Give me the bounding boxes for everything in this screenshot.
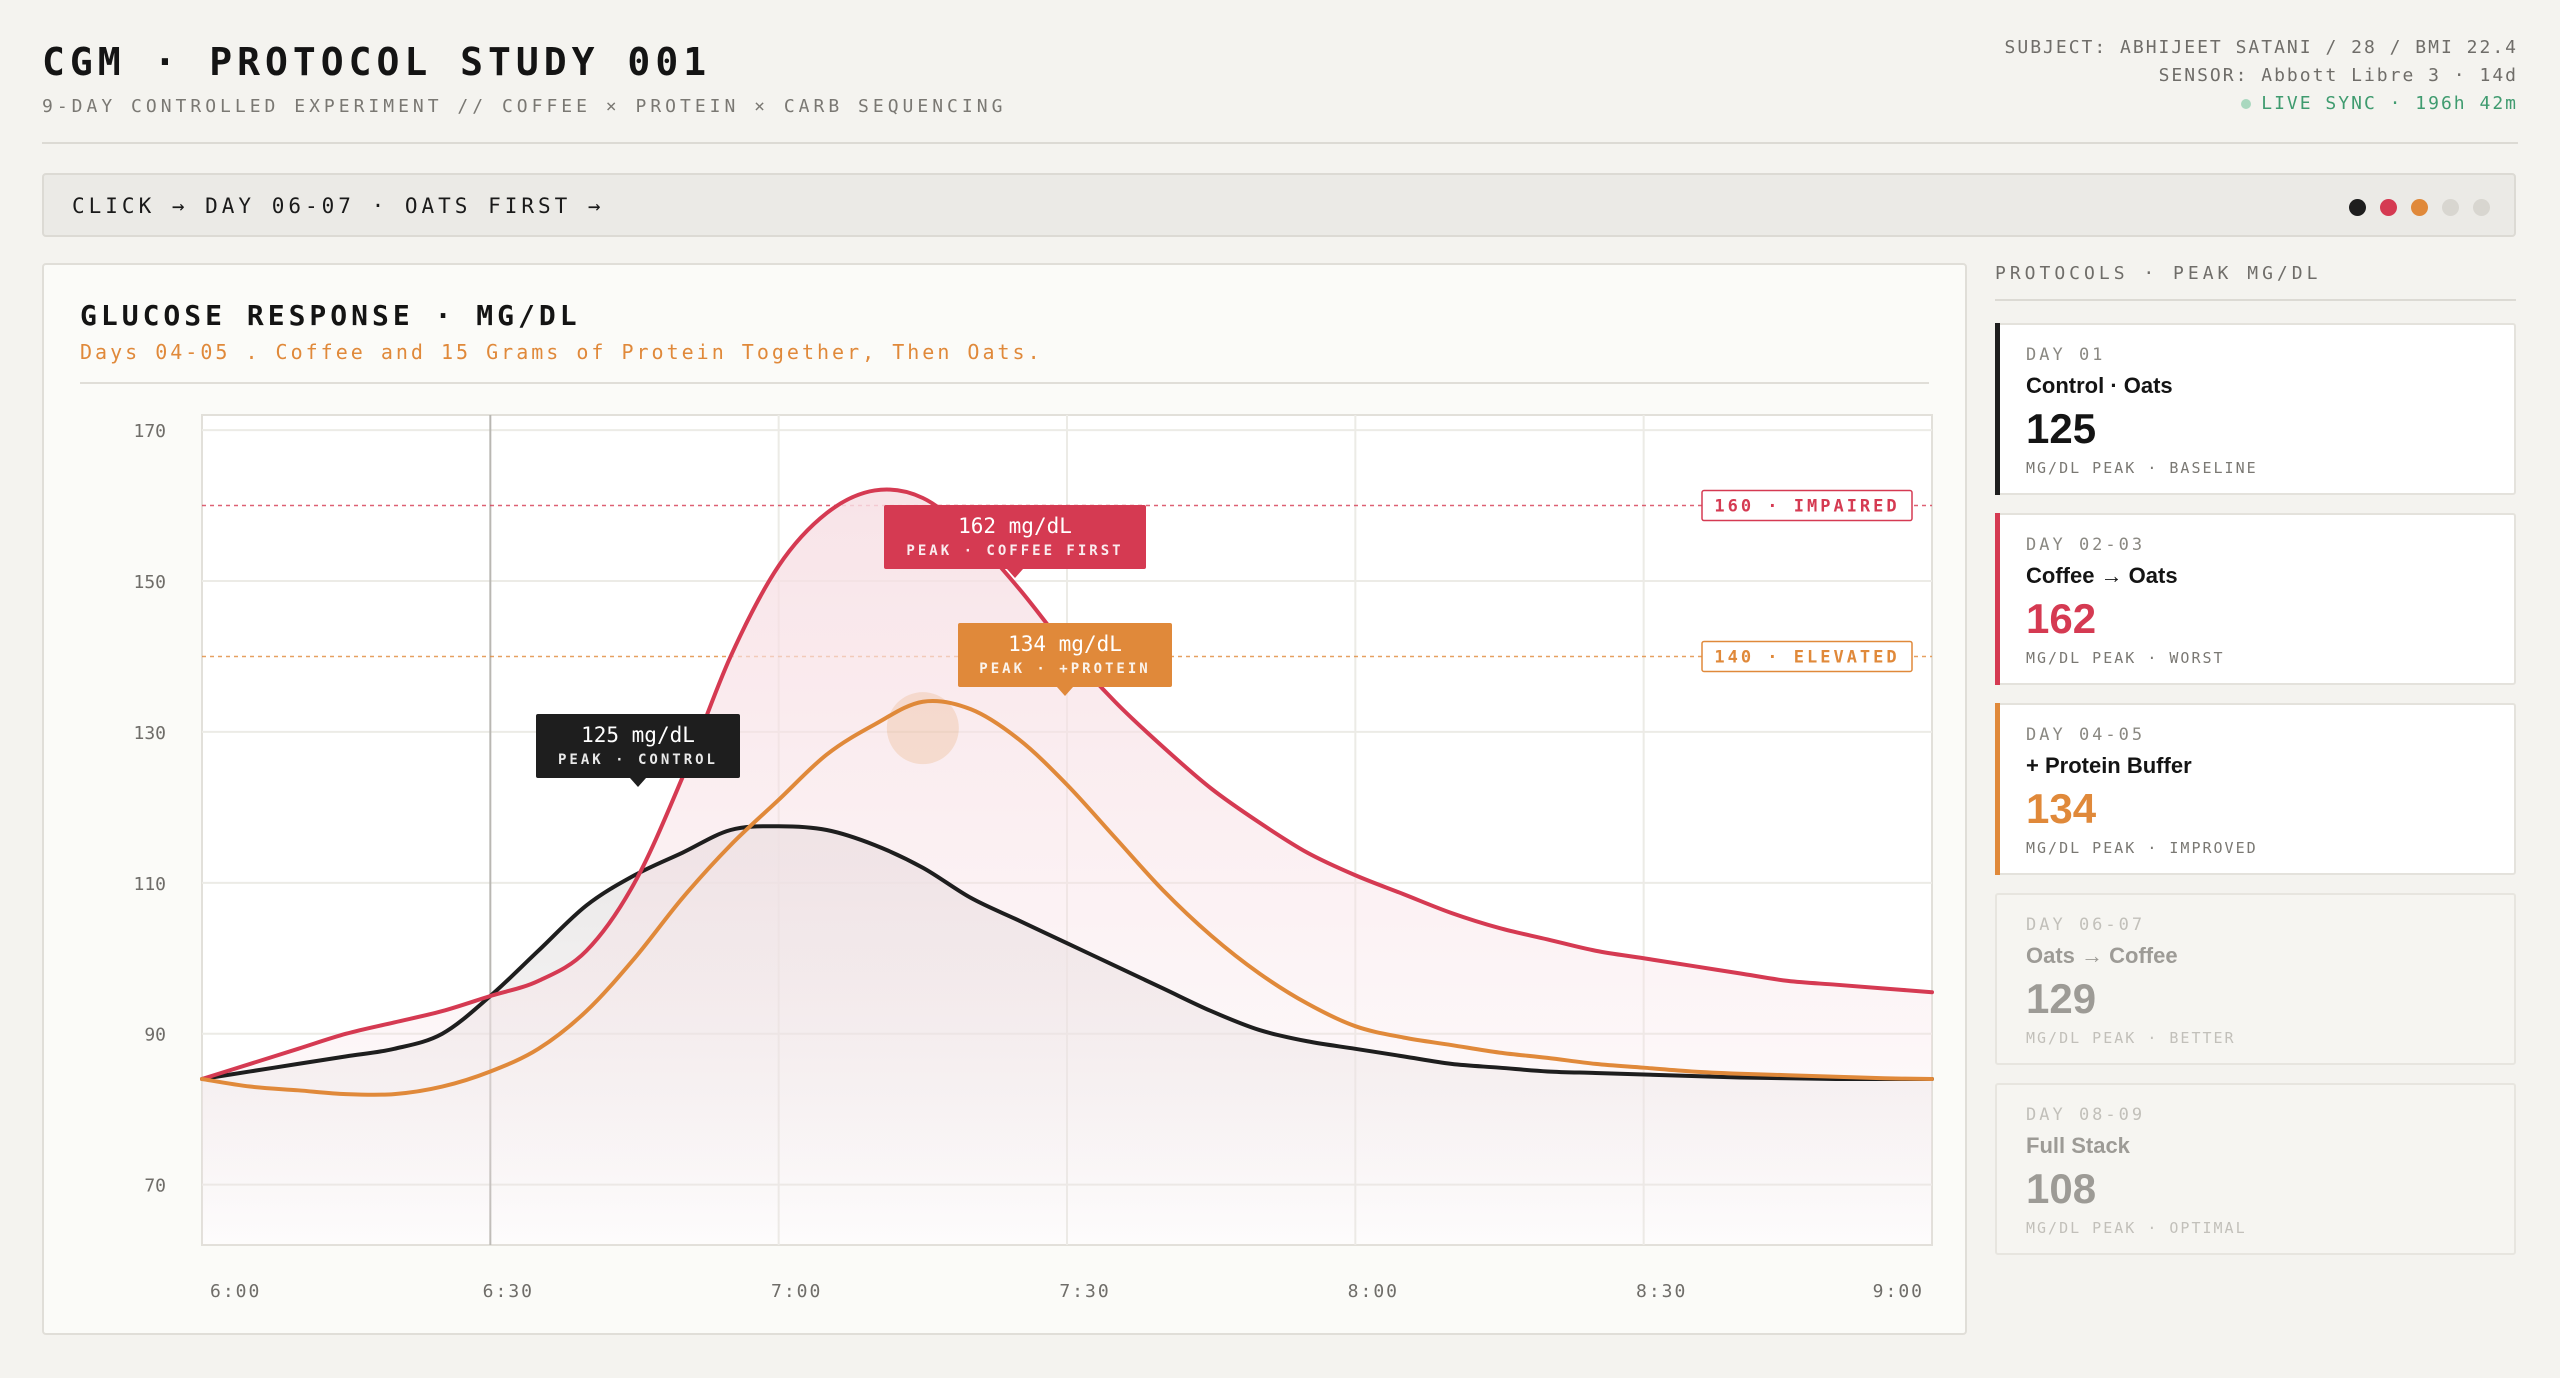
protocol-day: DAY 02-03 [2026,535,2146,555]
protocol-card[interactable]: DAY 02-03 Coffee → Oats 162 MG/DL PEAK · WO… [1995,513,2516,685]
x-tick-label: 9:00 [1873,1281,1924,1302]
tooltip-value: 134 mg/dL [1008,632,1122,656]
tooltip-value: 162 mg/dL [958,514,1072,538]
chart-panel: GLUCOSE RESPONSE · MG/DL Days 04-05 . Co… [42,263,1967,1335]
page-subtitle: 9-DAY CONTROLLED EXPERIMENT // COFFEE × … [42,96,1007,117]
protocol-note: MG/DL PEAK · BETTER [2026,1029,2236,1047]
protocol-name: Oats → Coffee [2026,943,2178,968]
protocol-note: MG/DL PEAK · OPTIMAL [2026,1219,2247,1237]
protocol-accent-bar [1995,513,2000,685]
protocol-name: Coffee → Oats [2026,563,2178,588]
next-protocol-label: CLICK → DAY 06-07 · OATS FIRST → [72,194,605,218]
x-tick-label: 7:30 [1059,1281,1110,1302]
tooltip-protein_buffer: 134 mg/dL PEAK · +PROTEIN [958,623,1172,696]
threshold-badge [1701,489,1913,522]
tooltip-box [958,623,1172,687]
protocol-peak-value: 134 [2026,785,2097,832]
protocol-peak-value: 162 [2026,595,2097,642]
protocol-name: Control · Oats [2026,373,2173,398]
sidebar-heading: PROTOCOLS · PEAK MG/DL [1995,263,2516,301]
protocol-progress-dots [2349,199,2490,216]
tooltip-label: PEAK · +PROTEIN [979,661,1150,677]
protocol-name: + Protein Buffer [2026,753,2192,778]
tooltip-label: PEAK · COFFEE FIRST [906,543,1123,559]
x-tick-label: 8:30 [1636,1281,1687,1302]
x-tick-label: 6:00 [210,1281,261,1302]
progress-dot-5 [2473,199,2490,216]
tooltip-pointer [1057,687,1073,696]
hover-marker [886,692,959,765]
tooltip-control: 125 mg/dL PEAK · CONTROL [536,714,740,787]
protocol-name: Full Stack [2026,1133,2130,1158]
tooltip-pointer [1007,569,1023,578]
threshold-badge [1701,640,1913,673]
protocol-note: MG/DL PEAK · WORST [2026,649,2225,667]
chart-title: GLUCOSE RESPONSE · MG/DL [80,299,581,332]
next-protocol-button[interactable]: CLICK → DAY 06-07 · OATS FIRST → [42,173,2516,237]
y-tick-label: 130 [133,723,166,744]
protocol-day: DAY 06-07 [2026,915,2146,935]
y-tick-label: 170 [133,421,166,442]
protocol-day: DAY 01 [2026,345,2106,365]
tooltip-value: 125 mg/dL [581,723,695,747]
live-sync-status: LIVE SYNC · 196h 42m [2005,90,2518,118]
chart-divider [80,382,1929,384]
tooltip-box [536,714,740,778]
y-tick-label: 70 [144,1176,166,1197]
progress-dot-1 [2349,199,2366,216]
live-sync-text: LIVE SYNC · 196h 42m [2261,93,2518,114]
x-tick-label: 7:00 [771,1281,822,1302]
protocol-note: MG/DL PEAK · IMPROVED [2026,839,2258,857]
threshold-label: 160 · IMPAIRED [1714,497,1899,517]
protocol-card[interactable]: DAY 04-05 + Protein Buffer 134 MG/DL PEAK ·… [1995,703,2516,875]
tooltip-label: PEAK · CONTROL [558,752,718,768]
glucose-chart[interactable]: 70 90 110 130 150 170 6:00 6:30 7:00 7:30 8:00 8:30… [44,265,1965,1333]
progress-dot-4 [2442,199,2459,216]
series-line-protein_buffer [200,698,1934,1097]
x-tick-label: 8:00 [1348,1281,1399,1302]
protocol-accent-bar [1995,703,2000,875]
protocol-accent-bar [1995,323,2000,495]
tooltip-box [884,505,1146,569]
live-dot-icon [2241,99,2252,109]
protocol-card[interactable]: DAY 06-07 Oats → Coffee 129 MG/DL PEAK · BE… [1995,893,2516,1065]
protocol-note: MG/DL PEAK · BASELINE [2026,459,2258,477]
page-title: CGM · PROTOCOL STUDY 001 [42,40,712,84]
subject-meta: SUBJECT: ABHIJEET SATANI / 28 / BMI 22.4… [2005,34,2518,118]
chart-subtitle: Days 04-05 . Coffee and 15 Grams of Prot… [80,340,1043,364]
subject-info: SUBJECT: ABHIJEET SATANI / 28 / BMI 22.4 [2004,37,2518,58]
series-area-coffee_first [202,489,1932,1245]
progress-dot-3 [2411,199,2428,216]
x-tick-label: 6:30 [483,1281,534,1302]
protocol-day: DAY 04-05 [2026,725,2146,745]
sensor-info: SENSOR: Abbott Libre 3 · 14d [2158,65,2518,86]
protocol-day: DAY 08-09 [2026,1105,2146,1125]
y-tick-label: 110 [133,874,166,895]
protocol-peak-value: 108 [2026,1165,2097,1212]
protocol-peak-value: 129 [2026,975,2097,1022]
tooltip-pointer [630,778,646,787]
tooltip-coffee_first: 162 mg/dL PEAK · COFFEE FIRST [884,505,1146,578]
header: CGM · PROTOCOL STUDY 001 9-DAY CONTROLLE… [42,37,2518,144]
protocol-card[interactable]: DAY 01 Control · Oats 125 MG/DL PEAK · BASE… [1995,323,2516,495]
y-tick-label: 150 [133,572,166,593]
threshold-label: 140 · ELEVATED [1714,647,1899,667]
progress-dot-2 [2380,199,2397,216]
y-tick-label: 90 [144,1025,166,1046]
protocol-card[interactable]: DAY 08-09 Full Stack 108 MG/DL PEAK · OPTIM… [1995,1083,2516,1255]
protocol-peak-value: 125 [2026,405,2097,452]
series-line-coffee_first [200,487,1934,1081]
